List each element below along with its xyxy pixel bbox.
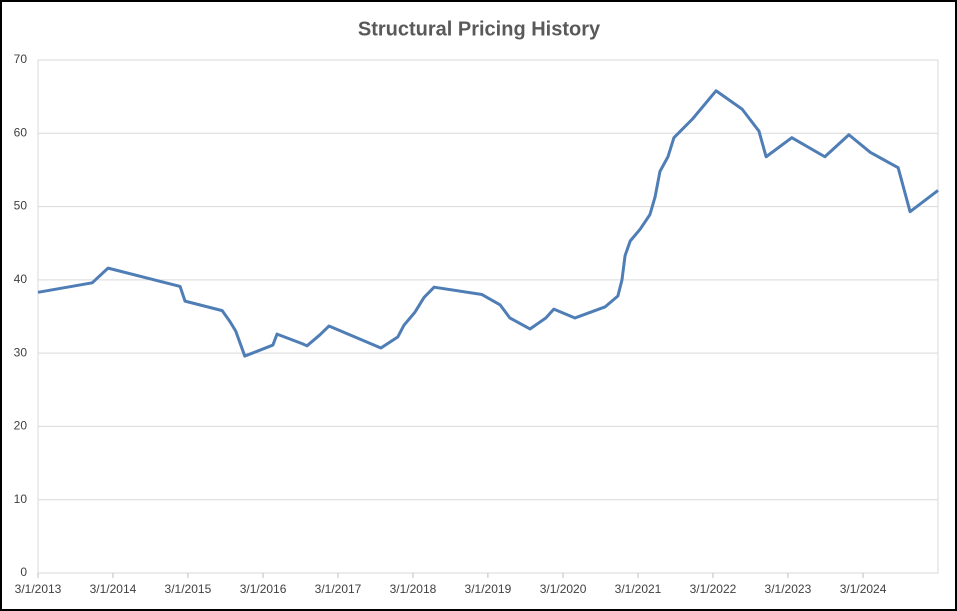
y-tick-label: 70 [14,52,28,66]
y-tick-label: 30 [14,345,28,359]
chart-title: Structural Pricing History [358,18,601,40]
y-tick-label: 60 [14,125,28,139]
x-tick-label: 3/1/2014 [90,582,137,596]
line-series [37,89,939,358]
x-tick-label: 3/1/2022 [690,582,737,596]
y-tick-label: 20 [14,419,28,433]
x-tick-label: 3/1/2018 [390,582,437,596]
x-tick-label: 3/1/2023 [765,582,812,596]
x-tick-label: 3/1/2020 [540,582,587,596]
x-tick-label: 3/1/2013 [15,582,62,596]
x-tick-label: 3/1/2024 [840,582,887,596]
x-tick-label: 3/1/2021 [615,582,662,596]
x-tick-label: 3/1/2015 [165,582,212,596]
y-tick-label: 40 [14,272,28,286]
y-tick-label: 50 [14,199,28,213]
x-tick-label: 3/1/2017 [315,582,362,596]
x-tick-label: 3/1/2016 [240,582,287,596]
x-tick-label: 3/1/2019 [465,582,512,596]
y-tick-label: 0 [20,565,27,579]
y-tick-label: 10 [14,492,28,506]
